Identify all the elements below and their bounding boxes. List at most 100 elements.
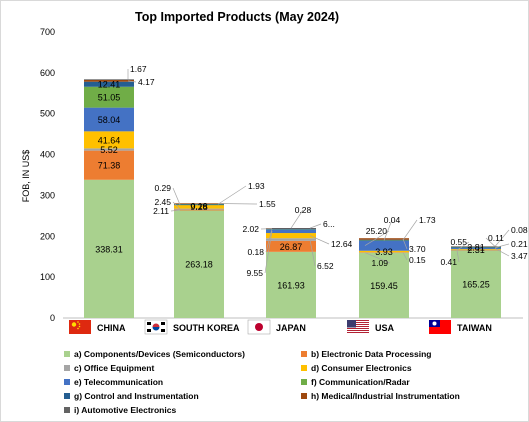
bar-segment-japan-d-consumer-electronics — [266, 233, 316, 239]
data-label: 1.09 — [371, 258, 388, 268]
data-label-leader — [402, 238, 408, 250]
japan-flag-icon — [247, 319, 271, 335]
data-label-leader — [265, 229, 273, 253]
data-label: 0.41 — [440, 257, 457, 267]
legend-swatch — [64, 407, 70, 413]
bar-segment-japan-a-components-devices-semiconductors — [266, 251, 316, 318]
data-label: 1.73 — [419, 215, 436, 225]
bar-segment-taiwan-g-control-and-instrumentation — [451, 246, 501, 248]
bar-segment-japan-c-office-equipment — [266, 238, 316, 241]
data-label-leader — [309, 223, 322, 229]
legend-item-b-electronic-data-processing: b) Electronic Data Processing — [301, 349, 431, 359]
data-label: 3.93 — [375, 247, 393, 257]
data-label: 159.45 — [370, 281, 398, 291]
x-tick-label-japan: JAPAN — [276, 323, 306, 333]
data-label: 165.25 — [462, 280, 490, 290]
data-label: 2.81 — [467, 243, 485, 253]
legend-swatch — [64, 379, 70, 385]
data-label: 41.64 — [98, 135, 121, 145]
legend-label: b) Electronic Data Processing — [311, 349, 431, 359]
data-label: 0.21 — [511, 239, 528, 249]
data-label: 0.04 — [384, 215, 401, 225]
bar-segment-china-d-consumer-electronics — [84, 131, 134, 149]
legend-swatch — [64, 351, 70, 357]
bar-segment-south-korea-a-components-devices-semiconductors — [174, 210, 224, 318]
data-label: 263.18 — [185, 260, 213, 270]
taiwan-flag-icon — [429, 320, 451, 334]
data-label: 1.67 — [130, 64, 147, 74]
bar-segment-south-korea-b-electronic-data-processing — [174, 209, 224, 211]
bar-segment-china-g-control-and-instrumentation — [84, 81, 134, 87]
y-tick-label: 600 — [40, 68, 55, 78]
legend-label: h) Medical/Industrial Instrumentation — [311, 391, 460, 401]
data-label-leader — [290, 209, 304, 229]
bar-segment-china-i-automotive-electronics — [84, 79, 134, 80]
data-label-leader — [172, 201, 181, 210]
bar-segment-taiwan-e-telecommunication — [451, 247, 501, 250]
legend-item-f-communication-radar: f) Communication/Radar — [301, 377, 410, 387]
legend-swatch — [301, 379, 307, 385]
x-tick-label-south-korea: SOUTH KOREA — [173, 323, 240, 333]
bar-segment-south-korea-h-medical-industrial-instrumentation — [174, 203, 224, 204]
data-label-leader — [494, 229, 510, 247]
data-label-leader — [485, 237, 496, 247]
data-label: 3.70 — [409, 244, 426, 254]
legend-swatch — [64, 365, 70, 371]
data-label: 12.64 — [331, 239, 353, 249]
bar-segment-south-korea-d-consumer-electronics — [174, 204, 224, 209]
data-label: 2.31 — [467, 245, 485, 255]
data-label-leader — [127, 80, 137, 83]
data-label: 5.52 — [100, 145, 118, 155]
bar-segment-china-e-telecommunication — [84, 107, 134, 132]
data-label: 3.47 — [511, 251, 528, 261]
data-label-leader — [456, 241, 470, 251]
bar-segment-china-c-office-equipment — [84, 148, 134, 151]
bar-segment-usa-h-medical-industrial-instrumentation — [359, 238, 409, 240]
data-label: 0.11 — [488, 233, 504, 243]
bar-segment-japan-e-telecommunication — [266, 229, 316, 234]
data-label-leader — [456, 250, 460, 263]
legend-item-e-telecommunication: e) Telecommunication — [64, 377, 163, 387]
bar-segment-taiwan-a-components-devices-semiconductors — [451, 250, 501, 318]
data-label: 0.28 — [295, 205, 312, 215]
y-tick-label: 400 — [40, 150, 55, 160]
data-label: 338.31 — [95, 244, 123, 254]
china-flag-icon — [69, 320, 91, 334]
legend-item-i-automotive-electronics: i) Automotive Electronics — [64, 405, 176, 415]
legend-label: a) Components/Devices (Semiconductors) — [74, 349, 245, 359]
bar-segment-taiwan-d-consumer-electronics — [451, 249, 501, 251]
data-label: 6.52 — [317, 261, 334, 271]
data-label-leader — [172, 187, 181, 205]
legend-swatch — [301, 365, 307, 371]
bar-segment-china-f-communication-radar — [84, 86, 134, 108]
data-label: 0.55 — [450, 237, 467, 247]
data-label-leader — [383, 219, 393, 241]
south-korea-flag-icon — [144, 319, 168, 335]
legend-item-h-medical-industrial-instrumentation: h) Medical/Industrial Instrumentation — [301, 391, 460, 401]
data-label: 26.87 — [280, 242, 303, 252]
data-label-leader — [494, 248, 510, 257]
legend-label: e) Telecommunication — [74, 377, 163, 387]
data-label-leader — [402, 219, 418, 241]
legend-label: f) Communication/Radar — [311, 377, 410, 387]
data-label: 0.18 — [247, 247, 264, 257]
data-label: 9.28 — [190, 202, 208, 212]
x-tick-label-taiwan: TAIWAN — [457, 323, 492, 333]
legend-label: c) Office Equipment — [74, 363, 154, 373]
data-label: 51.05 — [98, 93, 121, 103]
bar-segment-china-b-electronic-data-processing — [84, 150, 134, 180]
legend-swatch — [64, 393, 70, 399]
data-label: 58.04 — [98, 115, 121, 125]
y-tick-label: 300 — [40, 190, 55, 200]
data-label: 2.45 — [154, 197, 171, 207]
data-label-leader — [309, 239, 316, 267]
data-label: 2.02 — [242, 224, 259, 234]
chart-title: Top Imported Products (May 2024) — [135, 10, 339, 24]
data-label: 161.93 — [277, 280, 305, 290]
data-label: 25.20 — [366, 226, 388, 236]
bar-segment-japan-b-electronic-data-processing — [266, 240, 316, 252]
legend-swatch — [301, 393, 307, 399]
bar-segment-china-a-components-devices-semiconductors — [84, 179, 134, 318]
data-label: 0.15 — [409, 255, 426, 265]
